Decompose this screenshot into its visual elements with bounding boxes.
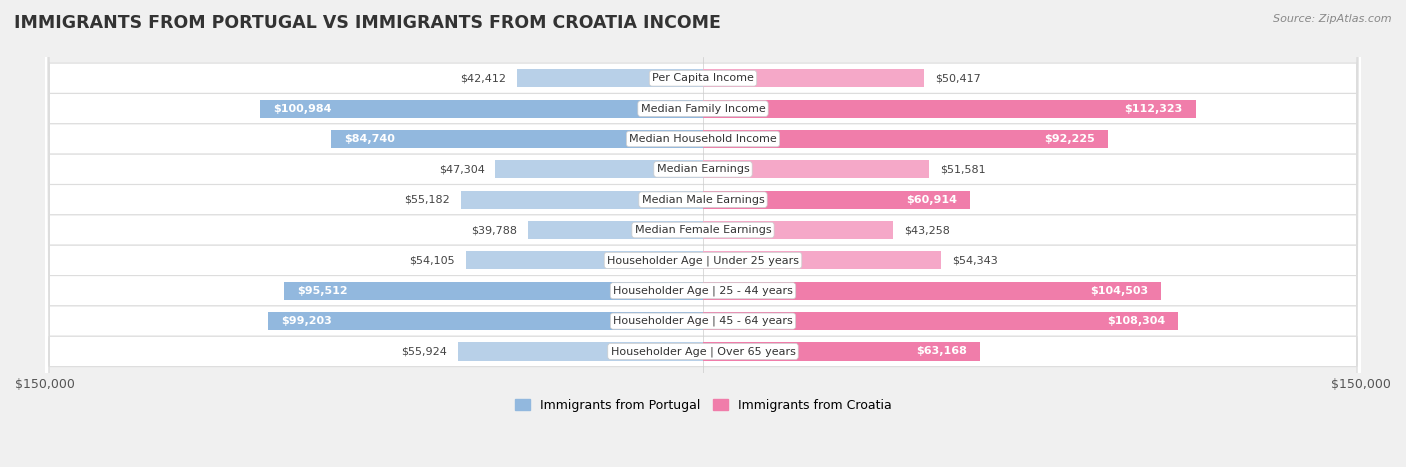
Bar (703, 160, 929, 178)
Text: $42,412: $42,412 (460, 73, 506, 83)
Bar (267, 312, 703, 330)
Bar (465, 251, 703, 269)
Bar (703, 312, 1178, 330)
Text: $84,740: $84,740 (344, 134, 395, 144)
Text: $47,304: $47,304 (439, 164, 485, 174)
Text: Householder Age | Over 65 years: Householder Age | Over 65 years (610, 346, 796, 357)
FancyBboxPatch shape (37, 0, 1369, 467)
Bar (529, 221, 703, 239)
Bar (703, 69, 924, 87)
Bar (703, 99, 1195, 118)
FancyBboxPatch shape (37, 0, 1369, 467)
Legend: Immigrants from Portugal, Immigrants from Croatia: Immigrants from Portugal, Immigrants fro… (510, 394, 896, 417)
Bar (703, 191, 970, 209)
Text: $43,258: $43,258 (904, 225, 949, 235)
Text: $54,343: $54,343 (952, 255, 998, 265)
Text: IMMIGRANTS FROM PORTUGAL VS IMMIGRANTS FROM CROATIA INCOME: IMMIGRANTS FROM PORTUGAL VS IMMIGRANTS F… (14, 14, 721, 32)
FancyBboxPatch shape (37, 0, 1369, 467)
Text: Householder Age | Under 25 years: Householder Age | Under 25 years (607, 255, 799, 266)
Text: Householder Age | 45 - 64 years: Householder Age | 45 - 64 years (613, 316, 793, 326)
Bar (703, 342, 980, 361)
Text: Median Family Income: Median Family Income (641, 104, 765, 113)
Text: Median Earnings: Median Earnings (657, 164, 749, 174)
Bar (703, 221, 893, 239)
Text: $104,503: $104,503 (1090, 286, 1149, 296)
Bar (703, 130, 1108, 148)
Text: $55,182: $55,182 (404, 195, 450, 205)
Text: $63,168: $63,168 (917, 347, 967, 356)
Bar (284, 282, 703, 300)
Text: Source: ZipAtlas.com: Source: ZipAtlas.com (1274, 14, 1392, 24)
Text: Median Male Earnings: Median Male Earnings (641, 195, 765, 205)
Text: $100,984: $100,984 (273, 104, 332, 113)
FancyBboxPatch shape (37, 0, 1369, 467)
Text: $50,417: $50,417 (935, 73, 981, 83)
Text: $54,105: $54,105 (409, 255, 454, 265)
Text: $99,203: $99,203 (281, 316, 332, 326)
Text: $92,225: $92,225 (1043, 134, 1094, 144)
FancyBboxPatch shape (37, 0, 1369, 467)
Text: $51,581: $51,581 (941, 164, 986, 174)
Text: $112,323: $112,323 (1125, 104, 1182, 113)
Text: Per Capita Income: Per Capita Income (652, 73, 754, 83)
Text: Householder Age | 25 - 44 years: Householder Age | 25 - 44 years (613, 285, 793, 296)
Bar (458, 342, 703, 361)
FancyBboxPatch shape (37, 0, 1369, 467)
Text: $95,512: $95,512 (297, 286, 347, 296)
Bar (517, 69, 703, 87)
Text: $108,304: $108,304 (1107, 316, 1166, 326)
Bar (461, 191, 703, 209)
Text: $39,788: $39,788 (471, 225, 517, 235)
Bar (260, 99, 703, 118)
FancyBboxPatch shape (37, 0, 1369, 467)
Text: $55,924: $55,924 (401, 347, 447, 356)
Bar (495, 160, 703, 178)
Text: Median Female Earnings: Median Female Earnings (634, 225, 772, 235)
FancyBboxPatch shape (37, 0, 1369, 467)
FancyBboxPatch shape (37, 0, 1369, 467)
Text: Median Household Income: Median Household Income (628, 134, 778, 144)
Bar (703, 251, 942, 269)
Bar (332, 130, 703, 148)
Text: $60,914: $60,914 (905, 195, 957, 205)
FancyBboxPatch shape (37, 0, 1369, 467)
Bar (703, 282, 1161, 300)
